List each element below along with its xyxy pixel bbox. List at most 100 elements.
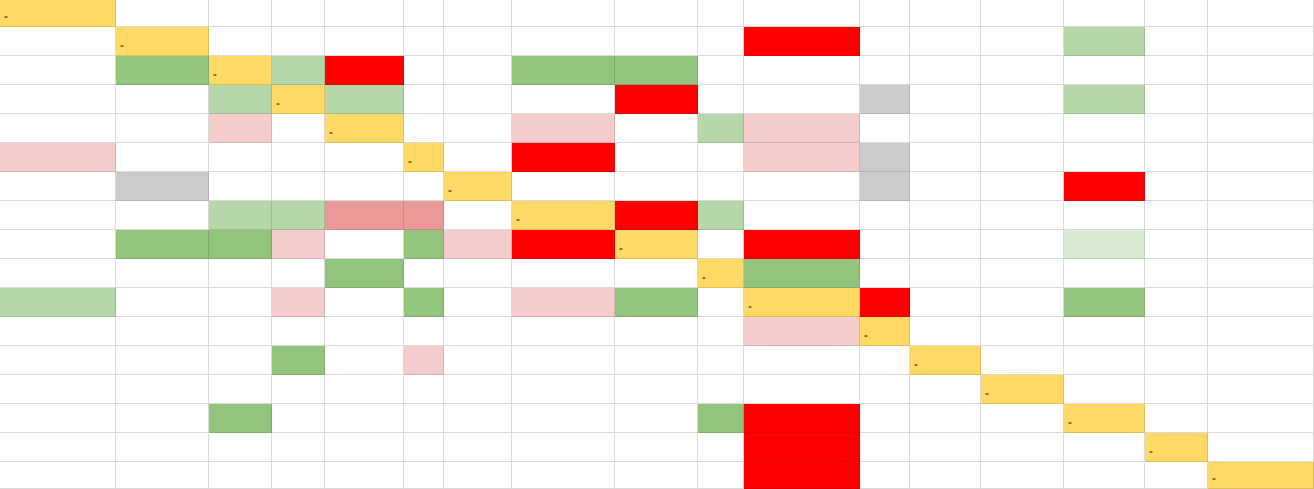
cell[interactable]: [1145, 230, 1208, 259]
cell[interactable]: [1208, 404, 1314, 433]
cell[interactable]: [0, 462, 116, 489]
cell[interactable]: [116, 143, 209, 172]
filled-cell[interactable]: [209, 85, 272, 114]
cell[interactable]: [910, 230, 981, 259]
filled-cell[interactable]: [744, 143, 860, 172]
cell[interactable]: [116, 288, 209, 317]
filled-cell[interactable]: [404, 346, 444, 375]
cell[interactable]: [444, 143, 512, 172]
cell[interactable]: [860, 259, 910, 288]
cell[interactable]: [209, 317, 272, 346]
cell[interactable]: [404, 172, 444, 201]
filled-cell[interactable]: [744, 317, 860, 346]
cell[interactable]: [272, 375, 325, 404]
cell[interactable]: [1145, 346, 1208, 375]
cell[interactable]: [325, 462, 404, 489]
cell[interactable]: [512, 259, 615, 288]
cell[interactable]: [981, 317, 1064, 346]
cell[interactable]: [512, 0, 615, 27]
cell[interactable]: [1145, 114, 1208, 143]
filled-cell[interactable]: [325, 85, 404, 114]
cell[interactable]: [272, 404, 325, 433]
cell[interactable]: [404, 317, 444, 346]
cell[interactable]: [615, 404, 698, 433]
cell[interactable]: [0, 230, 116, 259]
cell[interactable]: [512, 27, 615, 56]
cell[interactable]: [404, 259, 444, 288]
filled-cell[interactable]: [512, 143, 615, 172]
cell[interactable]: [698, 0, 744, 27]
cell[interactable]: [116, 259, 209, 288]
cell[interactable]: [0, 114, 116, 143]
filled-cell[interactable]: [615, 85, 698, 114]
filled-cell[interactable]: [272, 288, 325, 317]
cell[interactable]: [744, 0, 860, 27]
cell[interactable]: [910, 0, 981, 27]
cell[interactable]: [512, 346, 615, 375]
cell[interactable]: [744, 56, 860, 85]
cell[interactable]: [444, 56, 512, 85]
cell[interactable]: [910, 172, 981, 201]
cell[interactable]: [325, 404, 404, 433]
filled-cell[interactable]: -: [744, 288, 860, 317]
cell[interactable]: [1208, 375, 1314, 404]
cell[interactable]: [512, 404, 615, 433]
cell[interactable]: [1145, 259, 1208, 288]
cell[interactable]: [698, 375, 744, 404]
cell[interactable]: [981, 0, 1064, 27]
cell[interactable]: [615, 462, 698, 489]
cell[interactable]: [272, 433, 325, 462]
cell[interactable]: [272, 27, 325, 56]
cell[interactable]: [0, 404, 116, 433]
cell[interactable]: [744, 375, 860, 404]
cell[interactable]: [860, 114, 910, 143]
cell[interactable]: [1208, 288, 1314, 317]
cell[interactable]: [0, 375, 116, 404]
cell[interactable]: [615, 317, 698, 346]
cell[interactable]: [615, 114, 698, 143]
filled-cell[interactable]: [615, 201, 698, 230]
cell[interactable]: [981, 404, 1064, 433]
cell[interactable]: [272, 143, 325, 172]
cell[interactable]: [1208, 27, 1314, 56]
filled-cell[interactable]: [404, 288, 444, 317]
cell[interactable]: [1145, 0, 1208, 27]
filled-cell[interactable]: [1064, 27, 1145, 56]
filled-cell[interactable]: [698, 114, 744, 143]
cell[interactable]: [1064, 56, 1145, 85]
cell[interactable]: [325, 172, 404, 201]
cell[interactable]: [272, 259, 325, 288]
cell[interactable]: [910, 288, 981, 317]
filled-cell[interactable]: [860, 143, 910, 172]
cell[interactable]: [860, 433, 910, 462]
cell[interactable]: [209, 143, 272, 172]
filled-cell[interactable]: -: [1064, 404, 1145, 433]
cell[interactable]: [444, 404, 512, 433]
cell[interactable]: [325, 230, 404, 259]
filled-cell[interactable]: [860, 288, 910, 317]
filled-cell[interactable]: [744, 404, 860, 433]
filled-cell[interactable]: [698, 201, 744, 230]
cell[interactable]: [615, 143, 698, 172]
cell[interactable]: [209, 259, 272, 288]
cell[interactable]: [860, 346, 910, 375]
cell[interactable]: [1208, 85, 1314, 114]
filled-cell[interactable]: [512, 288, 615, 317]
cell[interactable]: [1145, 143, 1208, 172]
cell[interactable]: [860, 56, 910, 85]
filled-cell[interactable]: [512, 56, 615, 85]
cell[interactable]: [698, 433, 744, 462]
filled-cell[interactable]: [698, 404, 744, 433]
cell[interactable]: [615, 259, 698, 288]
filled-cell[interactable]: -: [444, 172, 512, 201]
cell[interactable]: [444, 85, 512, 114]
cell[interactable]: [698, 230, 744, 259]
cell[interactable]: [910, 27, 981, 56]
filled-cell[interactable]: -: [404, 143, 444, 172]
cell[interactable]: [1208, 433, 1314, 462]
cell[interactable]: [860, 201, 910, 230]
cell[interactable]: [981, 462, 1064, 489]
cell[interactable]: [1145, 56, 1208, 85]
cell[interactable]: [744, 346, 860, 375]
cell[interactable]: [0, 346, 116, 375]
